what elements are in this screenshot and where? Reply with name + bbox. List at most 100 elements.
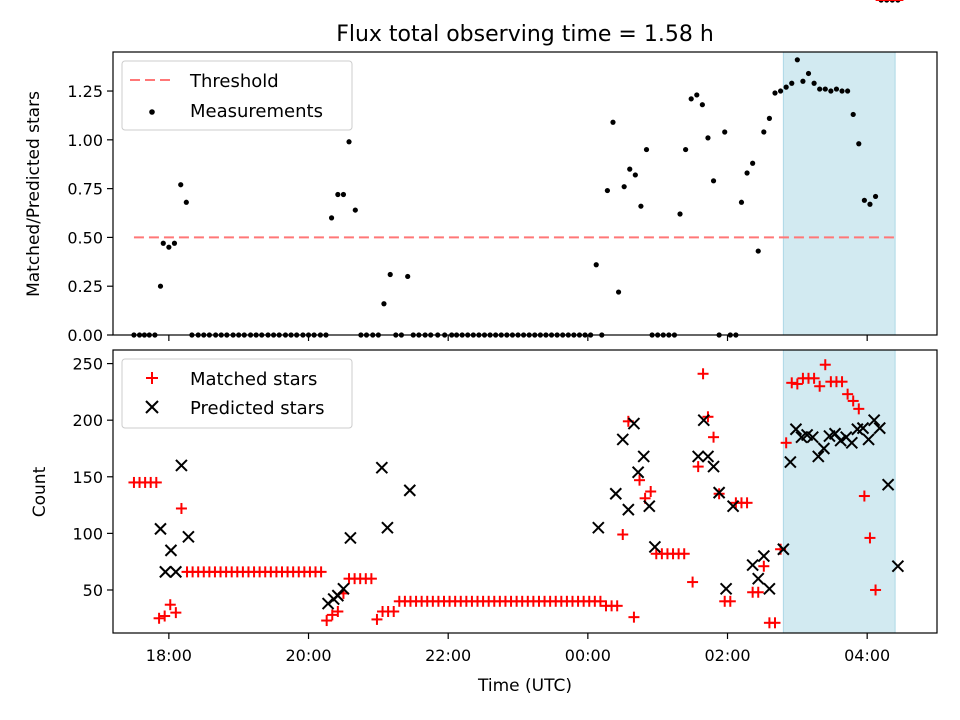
predicted-point <box>344 531 357 545</box>
matched-point <box>724 595 736 607</box>
matched-point <box>164 599 176 611</box>
predicted-point <box>726 500 740 513</box>
predicted-point <box>789 423 803 436</box>
measurement-point <box>643 146 650 153</box>
predicted-point <box>154 522 167 536</box>
measurement-point <box>755 248 761 254</box>
measurement-point <box>328 215 335 221</box>
measurement-point <box>683 146 689 153</box>
matched-point <box>769 617 781 629</box>
predicted-point <box>164 544 178 557</box>
predicted-point <box>337 582 350 596</box>
chart-title: Flux total observing time = 1.58 h <box>336 22 714 47</box>
matched-point <box>808 372 820 384</box>
matched-point <box>175 502 187 514</box>
measurement-point <box>160 240 166 246</box>
measurement-point <box>699 102 705 108</box>
matched-point <box>853 403 865 415</box>
bottom-matched-points <box>128 0 904 629</box>
y-tick-label: 0.75 <box>67 180 103 199</box>
predicted-point <box>622 503 635 516</box>
measurement-point <box>604 187 611 194</box>
y-tick-label: 50 <box>83 581 103 600</box>
top-legend-frame <box>121 60 353 131</box>
top-y-axis-label: Matched/Predicted stars <box>24 91 44 297</box>
predicted-point <box>175 459 188 472</box>
predicted-point <box>697 413 710 427</box>
matched-point <box>819 359 831 371</box>
measurement-point <box>632 172 638 178</box>
matched-point <box>814 380 826 392</box>
top-highlight-span <box>782 51 896 336</box>
matched-point <box>332 605 344 617</box>
legend-matched-label: Matched stars <box>190 369 317 390</box>
matched-point <box>847 395 859 407</box>
y-tick-label: 1.25 <box>67 82 103 101</box>
measurement-point <box>722 129 728 135</box>
y-tick-label: 0.25 <box>67 277 103 296</box>
matched-point <box>159 610 171 622</box>
measurement-point <box>171 240 178 246</box>
predicted-point <box>867 413 881 427</box>
measurement-point <box>766 115 773 121</box>
predicted-point <box>592 521 605 534</box>
measurement-point <box>381 301 387 307</box>
matched-point <box>365 573 377 585</box>
predicted-point <box>784 455 797 469</box>
predicted-point <box>806 430 819 444</box>
legend-measurements-label: Measurements <box>190 101 323 122</box>
measurement-point <box>794 57 800 63</box>
predicted-point <box>701 450 715 463</box>
predicted-point <box>169 565 183 579</box>
bottom-panel: 50 100 150 200 250 18:00 20:00 22:00 00:00 02:00… <box>30 0 938 696</box>
predicted-point <box>817 442 831 455</box>
y-tick-label: 100 <box>72 524 103 543</box>
matched-point <box>741 497 753 509</box>
measurement-point <box>783 84 789 90</box>
predicted-point <box>881 478 895 491</box>
matched-point <box>687 576 699 588</box>
measurement-point <box>772 90 778 96</box>
legend-threshold-label: Threshold <box>189 71 279 92</box>
matched-point <box>692 461 704 473</box>
predicted-point <box>757 549 771 563</box>
measurement-point <box>777 88 784 94</box>
bottom-x-ticks: 18:00 20:00 22:00 00:00 02:00 04:00 <box>146 633 890 665</box>
matched-point <box>617 529 629 541</box>
top-y-ticks: 0.00 0.25 0.50 0.75 1.00 1.25 <box>67 82 113 345</box>
predicted-point <box>856 421 870 435</box>
matched-point <box>786 377 798 389</box>
bottom-legend-frame <box>121 358 353 429</box>
bottom-axes-frame <box>112 349 938 634</box>
bottom-legend: Matched stars Predicted stars <box>121 358 353 429</box>
top-axes-frame <box>112 51 938 336</box>
measurement-point <box>621 184 627 190</box>
legend-predicted-swatch <box>145 400 159 414</box>
legend-matched-swatch <box>146 372 158 384</box>
predicted-point <box>648 540 662 554</box>
matched-point <box>864 532 876 544</box>
bottom-y-axis-label: Count <box>30 466 50 517</box>
matched-point <box>594 595 606 607</box>
predicted-point <box>812 450 825 463</box>
matched-point <box>153 612 165 624</box>
matched-point <box>708 431 720 443</box>
predicted-point <box>403 484 416 497</box>
legend-predicted-label: Predicted stars <box>190 398 324 419</box>
predicted-point <box>862 433 875 446</box>
predicted-point <box>719 582 733 596</box>
predicted-point <box>381 521 394 534</box>
measurement-point <box>688 96 694 102</box>
matched-point <box>150 476 162 488</box>
matched-point <box>645 486 657 497</box>
matched-point <box>634 474 646 486</box>
predicted-point <box>627 417 641 430</box>
matched-point <box>752 586 764 598</box>
y-tick-label: 250 <box>72 355 103 374</box>
measurement-point <box>789 80 795 86</box>
matched-point <box>321 615 333 627</box>
measurement-point <box>705 135 711 141</box>
measurement-point <box>694 92 700 98</box>
measurement-point <box>867 201 873 207</box>
